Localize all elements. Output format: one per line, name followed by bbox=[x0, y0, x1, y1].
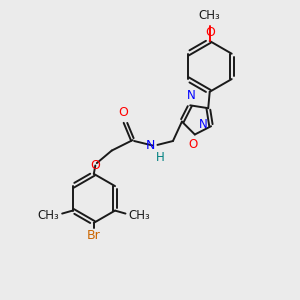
Text: N: N bbox=[199, 118, 208, 131]
Text: O: O bbox=[90, 159, 100, 172]
Text: N: N bbox=[187, 89, 196, 102]
Text: O: O bbox=[119, 106, 129, 118]
Text: H: H bbox=[156, 151, 165, 164]
Text: O: O bbox=[205, 26, 215, 39]
Text: Br: Br bbox=[87, 229, 101, 242]
Text: CH₃: CH₃ bbox=[128, 208, 150, 222]
Text: CH₃: CH₃ bbox=[38, 208, 59, 222]
Text: CH₃: CH₃ bbox=[199, 9, 220, 22]
Text: O: O bbox=[189, 138, 198, 151]
Text: N: N bbox=[146, 139, 155, 152]
